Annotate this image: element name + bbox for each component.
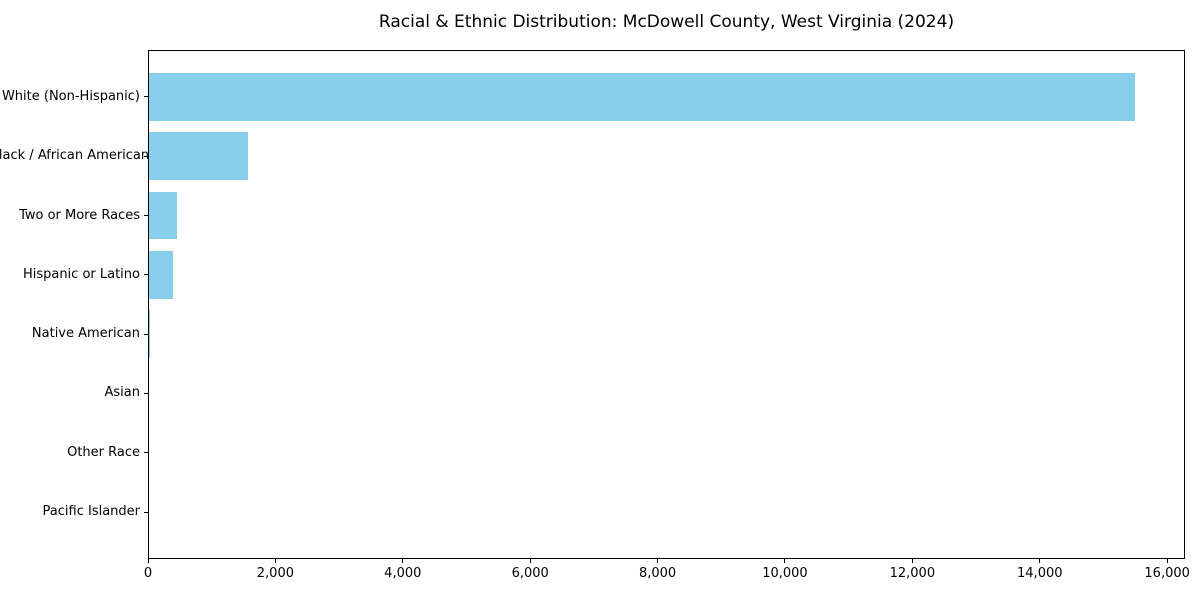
y-tick-label: Hispanic or Latino <box>22 266 140 282</box>
chart-title: Racial & Ethnic Distribution: McDowell C… <box>378 12 955 32</box>
y-tick-label: Pacific Islander <box>42 504 140 520</box>
x-tick-mark <box>657 559 659 563</box>
y-tick-mark <box>144 333 148 335</box>
y-tick-mark <box>144 96 148 98</box>
bar <box>148 369 149 418</box>
x-tick-label: 4,000 <box>384 566 422 581</box>
y-tick-mark <box>144 155 148 157</box>
y-tick-mark <box>144 215 148 216</box>
x-tick-label: 0 <box>143 566 153 581</box>
y-tick-mark <box>144 274 148 276</box>
y-tick-mark <box>144 392 148 394</box>
y-tick-label: Black / African American <box>0 148 150 164</box>
x-tick-label: 8,000 <box>638 566 677 581</box>
x-tick-label: 14,000 <box>1017 566 1063 581</box>
y-tick-label: Native American <box>31 326 140 342</box>
bar <box>148 251 174 299</box>
x-tick-label: 12,000 <box>889 566 936 581</box>
y-tick-label: White (Non-Hispanic) <box>1 88 140 104</box>
x-tick-mark <box>147 559 149 563</box>
bar <box>148 191 177 240</box>
x-tick-mark <box>402 559 404 563</box>
x-tick-mark <box>1166 559 1168 563</box>
y-tick-label: Other Race <box>67 444 140 460</box>
x-tick-mark <box>911 559 913 563</box>
y-tick-mark <box>144 511 148 513</box>
x-tick-mark <box>529 559 531 563</box>
plot-frame <box>148 50 1185 559</box>
y-tick-mark <box>144 452 148 454</box>
bar <box>148 310 150 358</box>
plot-area: White (Non-Hispanic) Black / African Amer… <box>0 50 1190 581</box>
x-tick-label: 6,000 <box>511 566 549 581</box>
x-tick-label: 2,000 <box>256 566 294 581</box>
x-tick-mark <box>1039 559 1041 563</box>
bar <box>148 73 1136 121</box>
x-tick-label: 16,000 <box>1144 566 1190 581</box>
y-tick-label: Two or More Races <box>19 207 140 223</box>
x-tick-label: 10,000 <box>762 566 808 581</box>
bar <box>148 429 149 477</box>
bar <box>148 132 248 180</box>
x-tick-mark <box>274 559 276 563</box>
x-tick-mark <box>784 559 786 563</box>
y-tick-label: Asian <box>104 385 140 401</box>
